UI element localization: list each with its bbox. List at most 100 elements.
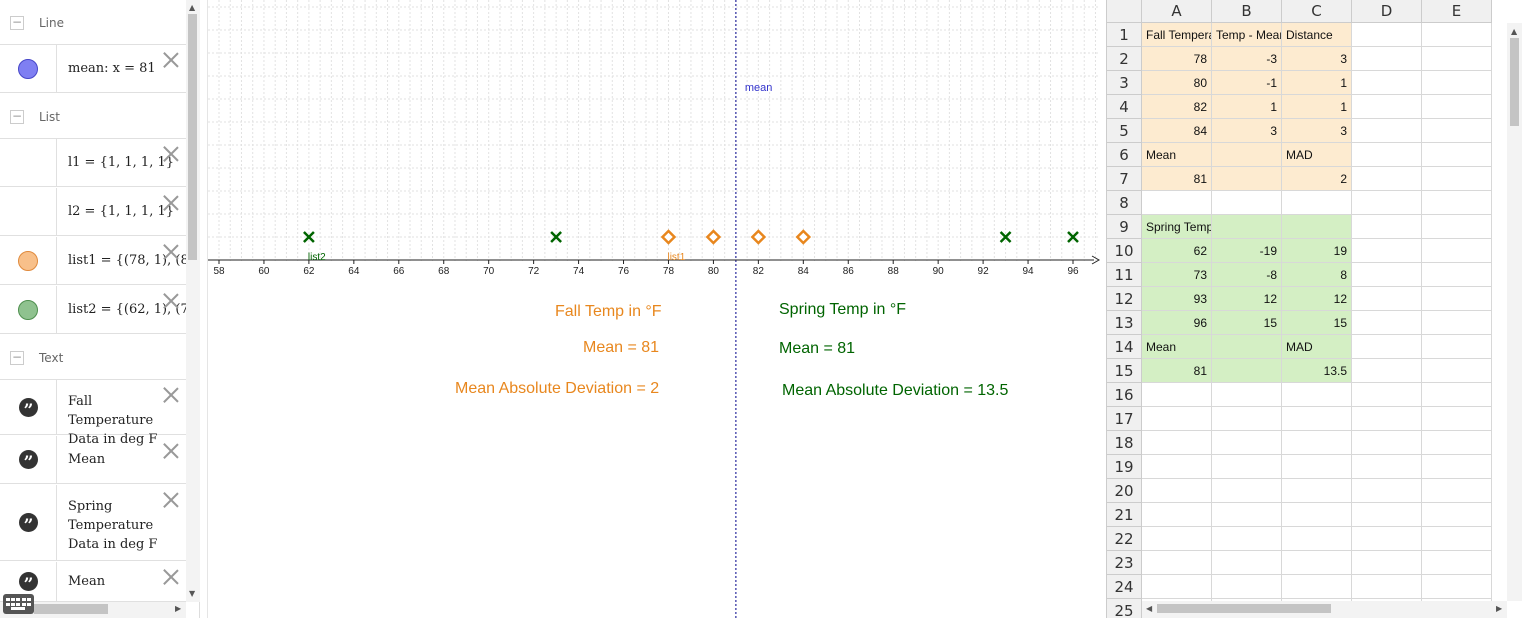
cell-C12[interactable]: 12 (1282, 287, 1352, 311)
row-header[interactable]: 23 (1107, 551, 1142, 575)
row-header[interactable]: 1 (1107, 23, 1142, 47)
column-header[interactable]: A (1142, 0, 1212, 23)
column-header[interactable]: D (1352, 0, 1422, 23)
cell-A11[interactable]: 73 (1142, 263, 1212, 287)
cell-A20[interactable] (1142, 479, 1212, 503)
cell-E13[interactable] (1422, 311, 1492, 335)
row-header[interactable]: 7 (1107, 167, 1142, 191)
cell-D4[interactable] (1352, 95, 1422, 119)
cell-C2[interactable]: 3 (1282, 47, 1352, 71)
cell-D21[interactable] (1352, 503, 1422, 527)
cell-A9[interactable]: Spring Temperature Data in deg F (1142, 215, 1212, 239)
cell-B7[interactable] (1212, 167, 1282, 191)
cell-E10[interactable] (1422, 239, 1492, 263)
delete-icon[interactable] (162, 194, 180, 212)
cell-D11[interactable] (1352, 263, 1422, 287)
cell-B14[interactable] (1212, 335, 1282, 359)
cell-A21[interactable] (1142, 503, 1212, 527)
row-header[interactable]: 10 (1107, 239, 1142, 263)
cell-B9[interactable] (1212, 215, 1282, 239)
column-header[interactable]: B (1212, 0, 1282, 23)
cell-C21[interactable] (1282, 503, 1352, 527)
delete-icon[interactable] (162, 491, 180, 509)
cell-A6[interactable]: Mean (1142, 143, 1212, 167)
cell-D2[interactable] (1352, 47, 1422, 71)
dot-plot[interactable]: mean 58 60 62 64 66 68 70 72 74 76 78 80 82 84 86 88 90 92… (208, 0, 1100, 618)
algebra-expression[interactable]: Fall Temperature Data in deg F (68, 394, 158, 447)
cell-D3[interactable] (1352, 71, 1422, 95)
row-header[interactable]: 9 (1107, 215, 1142, 239)
cell-D13[interactable] (1352, 311, 1422, 335)
cell-A24[interactable] (1142, 575, 1212, 599)
cell-A7[interactable]: 81 (1142, 167, 1212, 191)
spreadsheet-horizontal-scroll-thumb[interactable] (1157, 604, 1331, 613)
cell-C6[interactable]: MAD (1282, 143, 1352, 167)
cell-B18[interactable] (1212, 431, 1282, 455)
scroll-right-arrow-icon[interactable]: ▶ (1496, 604, 1503, 613)
keyboard-icon[interactable] (3, 594, 34, 614)
cell-C19[interactable] (1282, 455, 1352, 479)
column-header[interactable]: C (1282, 0, 1352, 23)
cell-C5[interactable]: 3 (1282, 119, 1352, 143)
row-header[interactable]: 14 (1107, 335, 1142, 359)
cell-E1[interactable] (1422, 23, 1492, 47)
cell-D16[interactable] (1352, 383, 1422, 407)
delete-icon[interactable] (162, 568, 180, 586)
cell-A3[interactable]: 80 (1142, 71, 1212, 95)
spreadsheet-vertical-scroll-thumb[interactable] (1510, 38, 1519, 126)
algebra-item[interactable]: ” Mean (0, 562, 186, 602)
cell-B16[interactable] (1212, 383, 1282, 407)
cell-D15[interactable] (1352, 359, 1422, 383)
cell-C24[interactable] (1282, 575, 1352, 599)
cell-A8[interactable] (1142, 191, 1212, 215)
cell-A18[interactable] (1142, 431, 1212, 455)
cell-A15[interactable]: 81 (1142, 359, 1212, 383)
delete-icon[interactable] (162, 386, 180, 404)
cell-A5[interactable]: 84 (1142, 119, 1212, 143)
cell-B20[interactable] (1212, 479, 1282, 503)
cell-D10[interactable] (1352, 239, 1422, 263)
algebra-item[interactable]: ” Mean (0, 436, 186, 484)
delete-icon[interactable] (162, 442, 180, 460)
algebra-item[interactable]: mean: x = 81 (0, 45, 186, 93)
visibility-toggle-icon[interactable] (18, 300, 38, 320)
cell-C1[interactable]: Distance (1282, 23, 1352, 47)
row-header[interactable]: 17 (1107, 407, 1142, 431)
cell-B2[interactable]: -3 (1212, 47, 1282, 71)
cell-C7[interactable]: 2 (1282, 167, 1352, 191)
row-header[interactable]: 16 (1107, 383, 1142, 407)
spreadsheet-vertical-scrollbar[interactable] (1507, 23, 1522, 601)
cell-B8[interactable] (1212, 191, 1282, 215)
cell-C10[interactable]: 19 (1282, 239, 1352, 263)
row-header[interactable]: 25 (1107, 599, 1142, 618)
cell-C16[interactable] (1282, 383, 1352, 407)
cell-E20[interactable] (1422, 479, 1492, 503)
cell-B10[interactable]: -19 (1212, 239, 1282, 263)
cell-E14[interactable] (1422, 335, 1492, 359)
cell-E19[interactable] (1422, 455, 1492, 479)
cell-C15[interactable]: 13.5 (1282, 359, 1352, 383)
row-header[interactable]: 13 (1107, 311, 1142, 335)
cell-D19[interactable] (1352, 455, 1422, 479)
cell-D17[interactable] (1352, 407, 1422, 431)
cell-E17[interactable] (1422, 407, 1492, 431)
cell-A14[interactable]: Mean (1142, 335, 1212, 359)
row-header[interactable]: 5 (1107, 119, 1142, 143)
cell-E2[interactable] (1422, 47, 1492, 71)
cell-C3[interactable]: 1 (1282, 71, 1352, 95)
cell-C9[interactable] (1282, 215, 1352, 239)
cell-D6[interactable] (1352, 143, 1422, 167)
algebra-expression[interactable]: mean: x = 81 (68, 61, 156, 76)
column-header[interactable]: E (1422, 0, 1492, 23)
cell-B21[interactable] (1212, 503, 1282, 527)
row-header[interactable]: 8 (1107, 191, 1142, 215)
text-object-icon[interactable]: ” (19, 450, 38, 473)
text-object-icon[interactable]: ” (19, 513, 38, 536)
cell-B5[interactable]: 3 (1212, 119, 1282, 143)
algebra-group-list[interactable]: − List (0, 94, 186, 139)
cell-D18[interactable] (1352, 431, 1422, 455)
cell-B19[interactable] (1212, 455, 1282, 479)
cell-E16[interactable] (1422, 383, 1492, 407)
cell-B3[interactable]: -1 (1212, 71, 1282, 95)
